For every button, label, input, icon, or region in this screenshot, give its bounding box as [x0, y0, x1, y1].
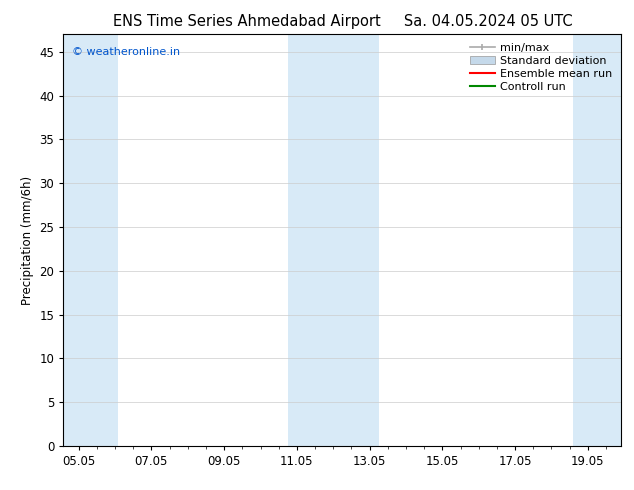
Legend: min/max, Standard deviation, Ensemble mean run, Controll run: min/max, Standard deviation, Ensemble me… — [467, 40, 616, 95]
Bar — [63, 34, 118, 446]
Bar — [288, 34, 378, 446]
Bar — [573, 34, 621, 446]
Y-axis label: Precipitation (mm/6h): Precipitation (mm/6h) — [21, 175, 34, 305]
Text: © weatheronline.in: © weatheronline.in — [72, 47, 180, 57]
Title: ENS Time Series Ahmedabad Airport     Sa. 04.05.2024 05 UTC: ENS Time Series Ahmedabad Airport Sa. 04… — [113, 14, 572, 29]
